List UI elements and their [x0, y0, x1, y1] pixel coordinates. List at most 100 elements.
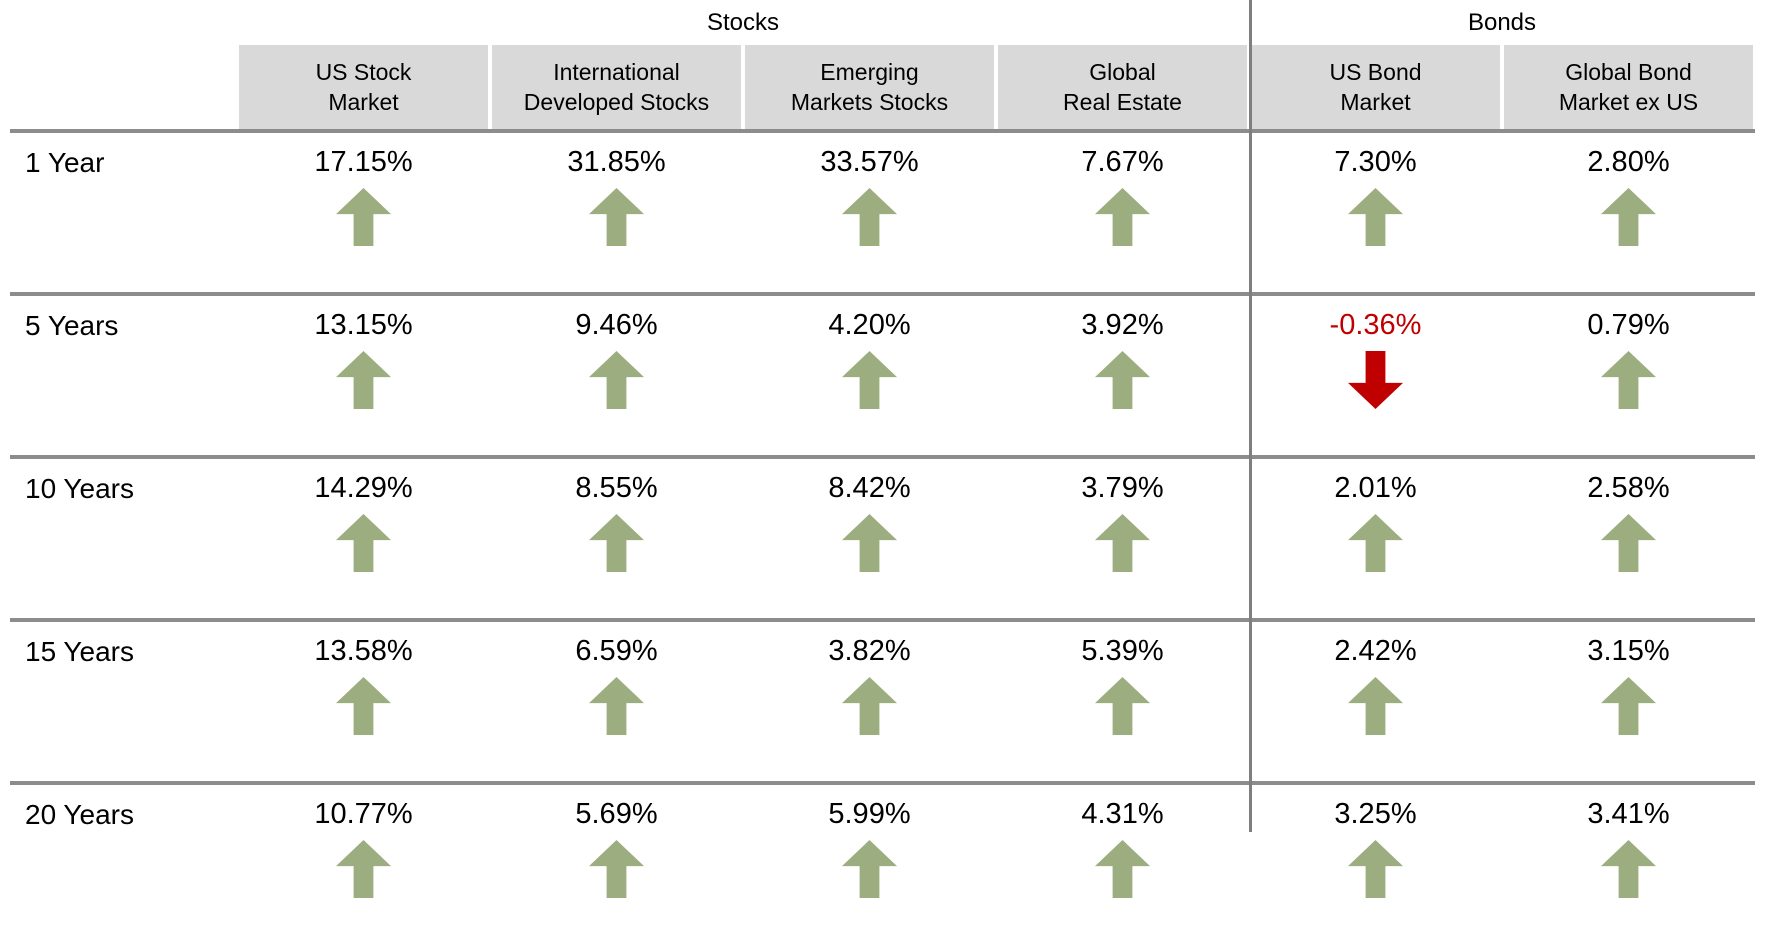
up-arrow-icon: [1095, 677, 1150, 735]
return-cell: 8.42%: [743, 459, 996, 618]
return-cell: 5.69%: [490, 785, 743, 944]
up-arrow-icon: [1095, 514, 1150, 572]
return-cell: 3.25%: [1249, 785, 1502, 944]
return-cell: 2.80%: [1502, 133, 1755, 292]
return-value: 33.57%: [820, 146, 919, 178]
return-cell: 10.77%: [237, 785, 490, 944]
return-cell: 2.42%: [1249, 622, 1502, 781]
return-value: 10.77%: [314, 798, 413, 830]
return-cell: 3.92%: [996, 296, 1249, 455]
up-arrow-icon: [1601, 188, 1656, 246]
row-label: 5 Years: [25, 310, 119, 341]
return-value: 13.58%: [314, 635, 413, 667]
return-cell: 2.58%: [1502, 459, 1755, 618]
table-row-1-year: 1 Year 17.15% 31.85% 33.57% 7.67% 7.30% …: [10, 129, 1755, 292]
return-cell: 13.15%: [237, 296, 490, 455]
up-arrow-icon: [336, 514, 391, 572]
row-label: 15 Years: [25, 636, 134, 667]
group-header-stocks: Stocks: [706, 8, 780, 36]
group-header-row: Stocks Bonds: [10, 0, 1755, 45]
table-row-5-years: 5 Years 13.15% 9.46% 4.20% 3.92% -0.36% …: [10, 292, 1755, 455]
up-arrow-icon: [336, 677, 391, 735]
return-cell: 33.57%: [743, 133, 996, 292]
return-value: 2.01%: [1334, 472, 1417, 504]
up-arrow-icon: [336, 351, 391, 409]
return-value: 3.15%: [1587, 635, 1670, 667]
return-cell: 3.15%: [1502, 622, 1755, 781]
up-arrow-icon: [1601, 840, 1656, 898]
return-value: 3.41%: [1587, 798, 1670, 830]
return-value: 0.79%: [1587, 309, 1670, 341]
row-label: 10 Years: [25, 473, 134, 504]
return-value: -0.36%: [1329, 309, 1422, 341]
up-arrow-icon: [589, 351, 644, 409]
column-header-us-stock-market: US Stock Market: [239, 45, 488, 129]
up-arrow-icon: [589, 514, 644, 572]
return-value: 31.85%: [567, 146, 666, 178]
return-value: 9.46%: [575, 309, 658, 341]
return-value: 3.79%: [1081, 472, 1164, 504]
return-value: 2.58%: [1587, 472, 1670, 504]
return-value: 4.31%: [1081, 798, 1164, 830]
return-cell: 3.82%: [743, 622, 996, 781]
return-cell: 9.46%: [490, 296, 743, 455]
return-cell: 5.99%: [743, 785, 996, 944]
up-arrow-icon: [842, 840, 897, 898]
return-value: 5.99%: [828, 798, 911, 830]
group-header-bonds: Bonds: [1467, 8, 1537, 36]
up-arrow-icon: [589, 188, 644, 246]
return-cell: 2.01%: [1249, 459, 1502, 618]
up-arrow-icon: [1601, 677, 1656, 735]
down-arrow-icon: [1348, 351, 1403, 409]
up-arrow-icon: [1095, 188, 1150, 246]
up-arrow-icon: [336, 840, 391, 898]
return-cell: 17.15%: [237, 133, 490, 292]
return-value: 5.39%: [1081, 635, 1164, 667]
return-value: 3.82%: [828, 635, 911, 667]
return-cell: 13.58%: [237, 622, 490, 781]
return-value: 3.92%: [1081, 309, 1164, 341]
return-cell: 8.55%: [490, 459, 743, 618]
up-arrow-icon: [842, 677, 897, 735]
row-label: 1 Year: [25, 147, 105, 178]
return-value: 2.80%: [1587, 146, 1670, 178]
return-cell: 4.20%: [743, 296, 996, 455]
return-value: 8.42%: [828, 472, 911, 504]
return-value: 7.30%: [1334, 146, 1417, 178]
return-cell: 3.79%: [996, 459, 1249, 618]
return-cell: 4.31%: [996, 785, 1249, 944]
stocks-bonds-divider: [1249, 0, 1252, 832]
return-cell: 14.29%: [237, 459, 490, 618]
up-arrow-icon: [1348, 188, 1403, 246]
up-arrow-icon: [842, 514, 897, 572]
return-cell: 7.30%: [1249, 133, 1502, 292]
return-cell: 3.41%: [1502, 785, 1755, 944]
return-value: 2.42%: [1334, 635, 1417, 667]
up-arrow-icon: [1601, 514, 1656, 572]
column-header-international-developed-stocks: International Developed Stocks: [492, 45, 741, 129]
up-arrow-icon: [1348, 514, 1403, 572]
table-row-10-years: 10 Years 14.29% 8.55% 8.42% 3.79% 2.01% …: [10, 455, 1755, 618]
return-cell: -0.36%: [1249, 296, 1502, 455]
up-arrow-icon: [1601, 351, 1656, 409]
return-value: 14.29%: [314, 472, 413, 504]
return-cell: 7.67%: [996, 133, 1249, 292]
return-value: 4.20%: [828, 309, 911, 341]
table-row-15-years: 15 Years 13.58% 6.59% 3.82% 5.39% 2.42% …: [10, 618, 1755, 781]
return-value: 8.55%: [575, 472, 658, 504]
return-value: 6.59%: [575, 635, 658, 667]
up-arrow-icon: [589, 677, 644, 735]
up-arrow-icon: [589, 840, 644, 898]
return-cell: 31.85%: [490, 133, 743, 292]
up-arrow-icon: [336, 188, 391, 246]
column-header-emerging-markets-stocks: Emerging Markets Stocks: [745, 45, 994, 129]
up-arrow-icon: [1348, 677, 1403, 735]
return-value: 7.67%: [1081, 146, 1164, 178]
up-arrow-icon: [842, 188, 897, 246]
column-header-global-bond-market-ex-us: Global Bond Market ex US: [1504, 45, 1753, 129]
return-cell: 5.39%: [996, 622, 1249, 781]
column-header-us-bond-market: US Bond Market: [1251, 45, 1500, 129]
row-label: 20 Years: [25, 799, 134, 830]
return-cell: 6.59%: [490, 622, 743, 781]
